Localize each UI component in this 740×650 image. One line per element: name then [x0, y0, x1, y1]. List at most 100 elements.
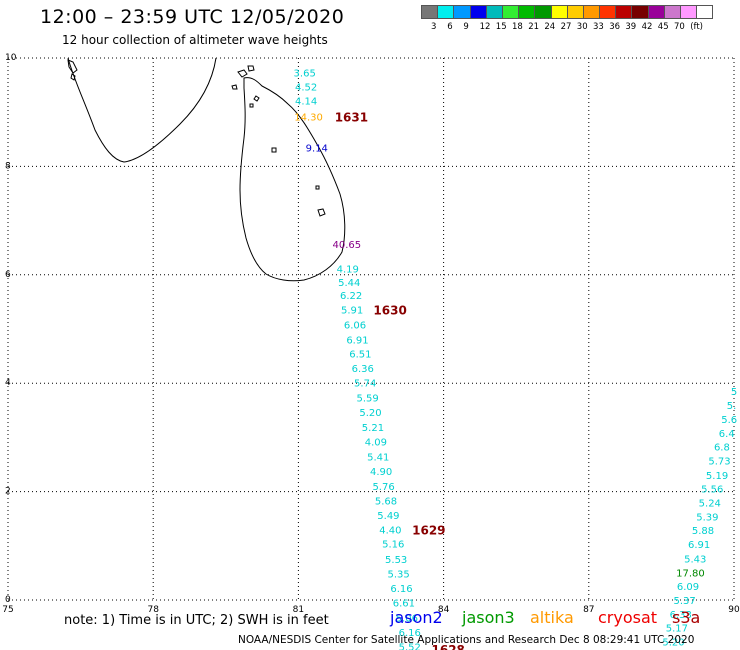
color-legend: 3 6 9 12 15 18 21 24 27 30 33 36 39 42 45 70 (ft) [421, 5, 714, 34]
swh-value: 4.19 [337, 264, 359, 275]
swh-value: 5.06 [396, 613, 418, 624]
coastline-sri-lanka [239, 77, 346, 282]
x-tick-label: 84 [438, 605, 450, 615]
coastline-lagoons [271, 147, 326, 217]
legend-label: 9 [463, 22, 469, 32]
swh-value: 4.40 [379, 526, 401, 537]
swh-value: 6.16 [390, 584, 412, 595]
swh-value: 5.43 [684, 554, 706, 565]
mission-altika: altika [530, 608, 574, 627]
coastline-india-islet [67, 59, 78, 81]
swh-value: 6.91 [688, 540, 710, 551]
swh-value: 5 [731, 387, 737, 398]
swh-value: 5.21 [362, 423, 384, 434]
x-tick-label: 78 [147, 605, 159, 615]
mission-jason3: jason3 [462, 608, 515, 627]
swh-value: 6.36 [352, 364, 374, 375]
legend-label: 27 [560, 22, 572, 32]
swh-value: 5.68 [375, 496, 397, 507]
swh-value: 5.59 [356, 393, 378, 404]
y-tick-label: 8 [5, 161, 11, 171]
legend-swatch [518, 5, 536, 19]
footer-note: note: 1) Time is in UTC; 2) SWH is in fe… [64, 613, 329, 628]
legend-label: 33 [593, 22, 604, 32]
swh-value: 5.20 [662, 638, 684, 649]
legend-label: 39 [625, 22, 637, 32]
legend-swatch [469, 5, 487, 19]
swh-value: 5.24 [699, 498, 721, 509]
legend-label: 42 [641, 22, 653, 32]
legend-color-bar [421, 5, 714, 19]
legend-swatch [647, 5, 665, 19]
swh-value: 6.61 [393, 599, 415, 610]
swh-value: 5.17 [666, 624, 688, 635]
map-grid [7, 57, 735, 601]
swh-value: 6.91 [346, 335, 368, 346]
x-tick-label: 75 [2, 605, 13, 615]
legend-swatch [485, 5, 503, 19]
swh-value: 6.16 [399, 628, 421, 639]
swh-value: 5.41 [367, 452, 389, 463]
y-tick-label: 6 [5, 270, 11, 280]
swh-value: 5.76 [372, 482, 394, 493]
swh-value: 5.16 [382, 540, 404, 551]
legend-swatch [631, 5, 649, 19]
x-tick-label: 90 [728, 605, 740, 615]
page-title: 12:00 – 23:59 UTC 12/05/2020 [40, 6, 345, 28]
legend-label: 24 [544, 22, 556, 32]
swh-value: 6.09 [677, 582, 699, 593]
mission-cryosat: cryosat [598, 608, 658, 627]
legend-label: 3 [431, 22, 437, 32]
legend-swatch [421, 5, 439, 19]
swh-value: 5.88 [692, 526, 714, 537]
legend-swatch [582, 5, 601, 19]
swh-value: 4.52 [295, 83, 317, 94]
mission-jason2: jason2 [390, 608, 443, 627]
swh-value: 5. [727, 401, 737, 412]
swh-value: 5.74 [354, 379, 376, 390]
swh-value: 5.35 [387, 569, 409, 580]
footer-credit: NOAA/NESDIS Center for Satellite Applica… [238, 634, 695, 646]
swh-value: 6.8 [714, 443, 730, 454]
legend-label: 30 [576, 22, 588, 32]
legend-swatch [566, 5, 584, 19]
swh-value: 5.53 [385, 555, 407, 566]
swh-value: 5.37 [673, 596, 695, 607]
coastline [67, 57, 346, 282]
pass-time-label: 1630 [373, 303, 406, 317]
legend-label: (ft) [690, 22, 703, 32]
swh-observations: 3.65 4.52 4.14 14.30 9.14 40.65 4.19 5.44 6.22 5.… [294, 69, 738, 650]
legend-label: 12 [479, 22, 491, 32]
swh-value: 6.06 [344, 321, 366, 332]
legend-swatch [550, 5, 568, 19]
swh-value: 40.65 [332, 240, 361, 251]
swh-value: 9.14 [306, 143, 328, 154]
legend-labels: 3 6 9 12 15 18 21 24 27 30 33 36 39 42 45 70 (ft) [421, 22, 712, 34]
pass-time-label: 1628 [432, 643, 465, 650]
y-tick-label: 10 [5, 53, 17, 63]
swh-value: 6.33 [670, 610, 692, 621]
swh-value: 5.39 [696, 513, 718, 524]
swh-value: 5.19 [706, 471, 728, 482]
legend-label: 21 [528, 22, 540, 32]
axis-labels: 75 78 81 84 87 90 0 2 4 6 8 10 [2, 53, 740, 615]
swh-value: 5.44 [338, 278, 360, 289]
legend-label: 6 [447, 22, 453, 32]
coastline-india [67, 57, 217, 163]
legend-swatch [615, 5, 633, 19]
mission-s3a: s3a [672, 608, 701, 627]
legend-swatch [663, 5, 681, 19]
legend-swatch [534, 5, 552, 19]
x-tick-label: 87 [583, 605, 594, 615]
swh-value: 6.51 [349, 349, 371, 360]
swh-value: 6.22 [340, 291, 362, 302]
coastline-islands [231, 65, 260, 108]
swh-value: 5.73 [708, 457, 730, 468]
swh-value: 5.52 [399, 643, 421, 650]
pass-time-label: 1629 [412, 524, 445, 538]
swh-value: 5.6 [721, 415, 737, 426]
legend-swatch [680, 5, 698, 19]
swh-value: 5.56 [701, 484, 723, 495]
y-tick-label: 2 [5, 487, 11, 497]
